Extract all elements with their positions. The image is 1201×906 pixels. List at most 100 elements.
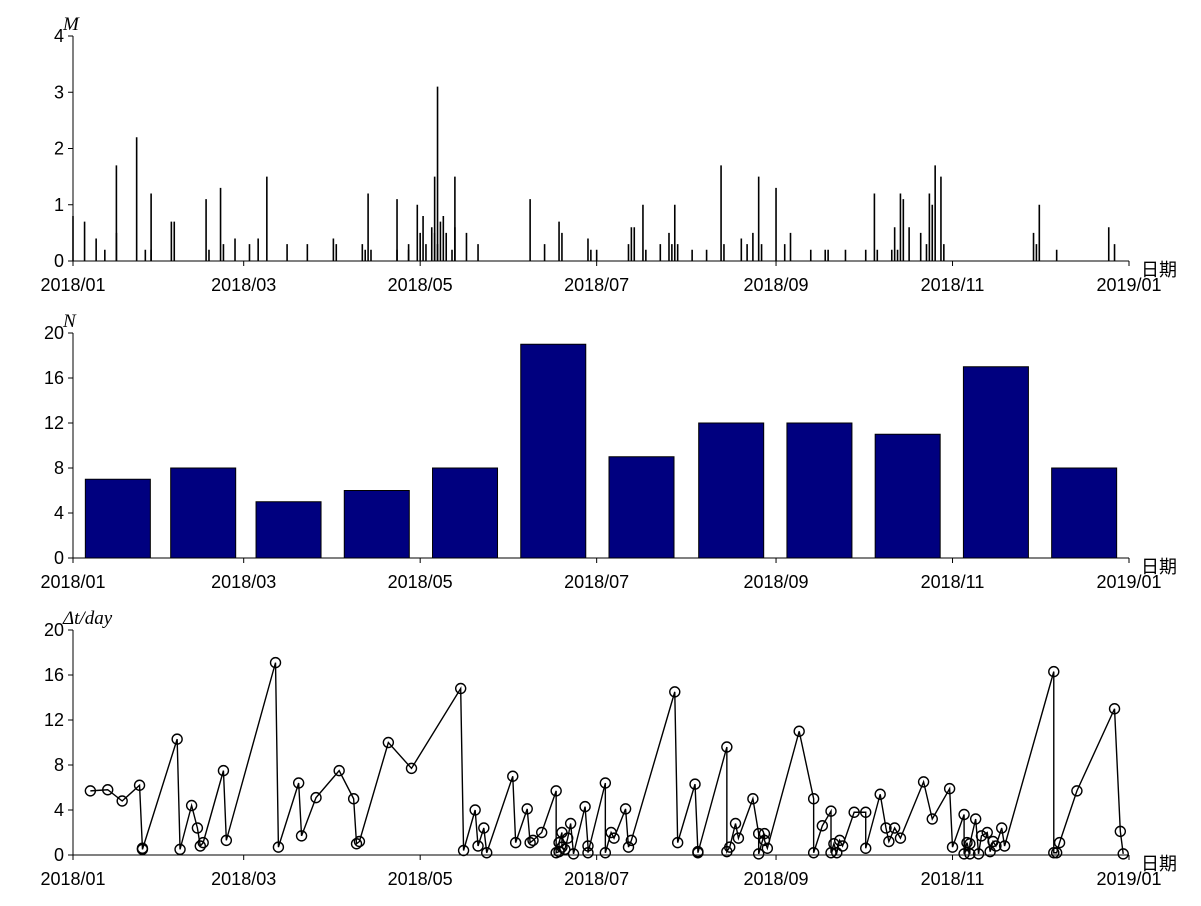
count-bar: [698, 422, 765, 559]
x-tick-label: 2018/09: [743, 869, 808, 889]
interval-point: [793, 725, 805, 737]
interval-point: [964, 838, 976, 850]
interval-point: [1048, 665, 1060, 678]
y-tick-label: 8: [54, 458, 64, 478]
interval-point: [295, 830, 308, 842]
interval-point: [917, 776, 930, 788]
interval-point: [860, 842, 872, 854]
interval-point: [116, 795, 128, 807]
x-tick-label: 2018/11: [921, 572, 985, 592]
y-tick-label: 12: [44, 710, 64, 730]
interval-point: [888, 822, 901, 834]
interval-point: [996, 822, 1008, 834]
x-axis-label: 日期: [1141, 260, 1177, 281]
x-tick-label: 2018/07: [564, 572, 629, 592]
interval-point: [272, 841, 285, 853]
x-tick-label: 2018/03: [211, 275, 276, 295]
interval-point: [880, 822, 892, 834]
interval-point: [833, 834, 846, 847]
interval-point: [689, 778, 701, 790]
interval-point: [998, 840, 1011, 852]
interval-point: [732, 832, 745, 844]
interval-point: [752, 827, 765, 840]
y-tick-label: 16: [44, 665, 64, 685]
interval-point: [353, 835, 366, 848]
x-tick-label: 2018/07: [564, 869, 629, 889]
interval-point: [582, 847, 594, 859]
interval-point: [582, 840, 594, 852]
interval-point: [556, 841, 568, 853]
y-tick-label: 2: [54, 139, 64, 159]
interval-point: [816, 820, 829, 832]
interval-point: [721, 741, 733, 753]
interval-point: [1050, 847, 1063, 859]
interval-point: [194, 840, 206, 852]
x-tick-label: 2018/11: [921, 275, 985, 295]
interval-point: [894, 832, 907, 844]
y-tick-label: 8: [54, 755, 64, 775]
count-bar: [962, 366, 1029, 559]
x-tick-label: 2019/01: [1096, 275, 1161, 295]
interval-point: [747, 793, 759, 805]
interval-point: [807, 847, 820, 859]
interval-point: [860, 806, 872, 818]
y-tick-label: 16: [44, 368, 64, 388]
interval-point: [1117, 848, 1129, 860]
y-tick-label: 0: [54, 548, 64, 568]
interval-point: [761, 842, 774, 854]
interval-line: [90, 662, 1124, 856]
interval-point: [599, 847, 612, 859]
chart-panel-magnitude: 0 1 2 3 4 2018/01 2018/03 2018/05 2018/07 2018/09…: [40, 14, 1177, 295]
interval-point: [848, 806, 860, 818]
chart-panel-interval: 0 4 8 12 16 20 2018/01 2018/03 2018/05 2018/07 201…: [40, 608, 1177, 889]
interval-point: [943, 782, 956, 795]
interval-point: [171, 733, 183, 745]
y-tick-label: 4: [54, 800, 64, 820]
interval-point: [1114, 825, 1127, 838]
x-tick-label: 2018/03: [211, 869, 276, 889]
interval-point: [758, 834, 771, 847]
count-bar: [1051, 467, 1118, 559]
interval-point: [478, 822, 490, 834]
y-tick-label: 0: [54, 845, 64, 865]
interval-point: [567, 848, 580, 860]
interval-point: [1048, 847, 1060, 859]
count-bar: [343, 490, 410, 559]
interval-point: [724, 841, 736, 853]
interval-point: [457, 844, 470, 857]
interval-point: [926, 813, 938, 825]
interval-point: [825, 805, 837, 817]
y-tick-label: 4: [54, 26, 64, 46]
interval-point: [524, 836, 536, 849]
interval-point: [535, 826, 548, 839]
interval-point: [1053, 836, 1066, 849]
interval-point: [608, 832, 620, 844]
interval-point: [559, 843, 571, 856]
interval-point: [625, 834, 638, 847]
interval-point: [619, 803, 632, 815]
count-bar: [786, 422, 853, 559]
interval-point: [133, 779, 146, 791]
interval-point: [622, 841, 635, 853]
interval-point: [382, 736, 395, 749]
count-bar: [432, 467, 499, 559]
y-tick-label: 3: [54, 82, 64, 102]
interval-point: [1071, 785, 1083, 797]
interval-point: [972, 848, 985, 860]
interval-point: [84, 785, 97, 797]
y-tick-label: 20: [44, 323, 64, 343]
y-axis-label: M: [62, 14, 80, 35]
count-bar: [608, 456, 675, 559]
interval-point: [564, 817, 577, 830]
y-tick-label: 0: [54, 251, 64, 271]
interval-point: [969, 813, 982, 825]
y-tick-label: 1: [54, 195, 64, 215]
interval-point: [454, 682, 467, 695]
y-axis-label: Δt/day: [62, 608, 113, 629]
interval-point: [310, 791, 322, 804]
interval-point: [481, 847, 493, 859]
interval-point: [185, 799, 198, 812]
interval-point: [831, 847, 843, 859]
interval-point: [958, 808, 970, 821]
